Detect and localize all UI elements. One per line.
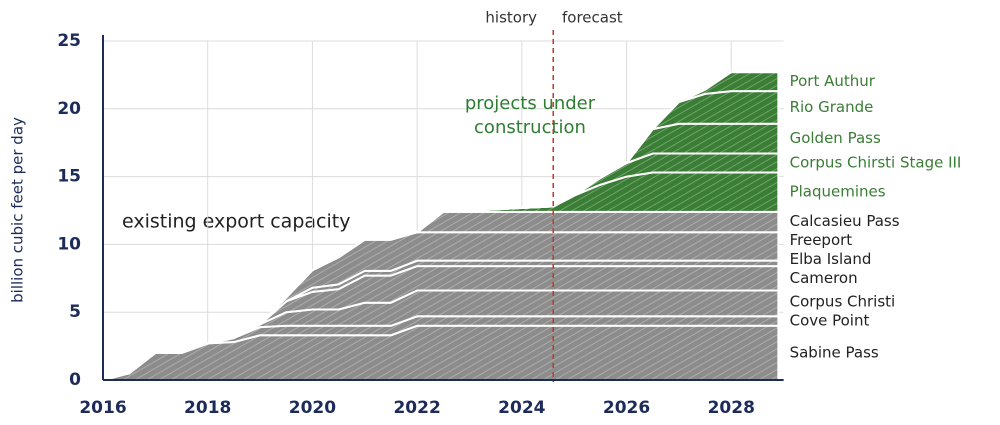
y-tick-label: 0 [69, 370, 81, 390]
area [102, 324, 780, 381]
area [102, 71, 780, 381]
y-tick-label: 15 [57, 167, 81, 187]
x-tick-label: 2024 [498, 398, 545, 418]
legend-label: Corpus Christi [790, 293, 896, 311]
y-tick-label: 20 [57, 99, 81, 119]
legend-label: Golden Pass [790, 129, 881, 147]
existing-label: existing export capacity [122, 211, 350, 233]
forecast-label: forecast [562, 9, 623, 27]
legend-label: Calcasieu Pass [790, 212, 900, 230]
legend-label: Sabine Pass [790, 343, 879, 361]
x-tick-label: 2018 [184, 398, 231, 418]
legend-label: Corpus Chirsti Stage III [790, 154, 962, 172]
y-axis-label: billion cubic feet per day [9, 117, 27, 303]
y-tick-label: 10 [57, 234, 81, 254]
x-tick-label: 2016 [79, 398, 126, 418]
legend-label: Cove Point [790, 312, 870, 330]
legend-label: Rio Grande [790, 98, 874, 116]
y-tick-label: 25 [57, 31, 81, 51]
x-tick-label: 2020 [289, 398, 336, 418]
x-tick-label: 2028 [708, 398, 755, 418]
legend-label: Cameron [790, 269, 858, 287]
legend-label: Port Authur [790, 72, 876, 90]
history-label: history [485, 9, 537, 27]
legend-label: Freeport [790, 231, 853, 249]
y-tick-label: 5 [69, 302, 81, 322]
construction-label: projects under construction [464, 93, 596, 138]
x-tick-label: 2026 [603, 398, 650, 418]
legend-label: Plaquemines [790, 183, 886, 201]
x-tick-label: 2022 [393, 398, 440, 418]
legend-label: Elba Island [790, 250, 872, 268]
